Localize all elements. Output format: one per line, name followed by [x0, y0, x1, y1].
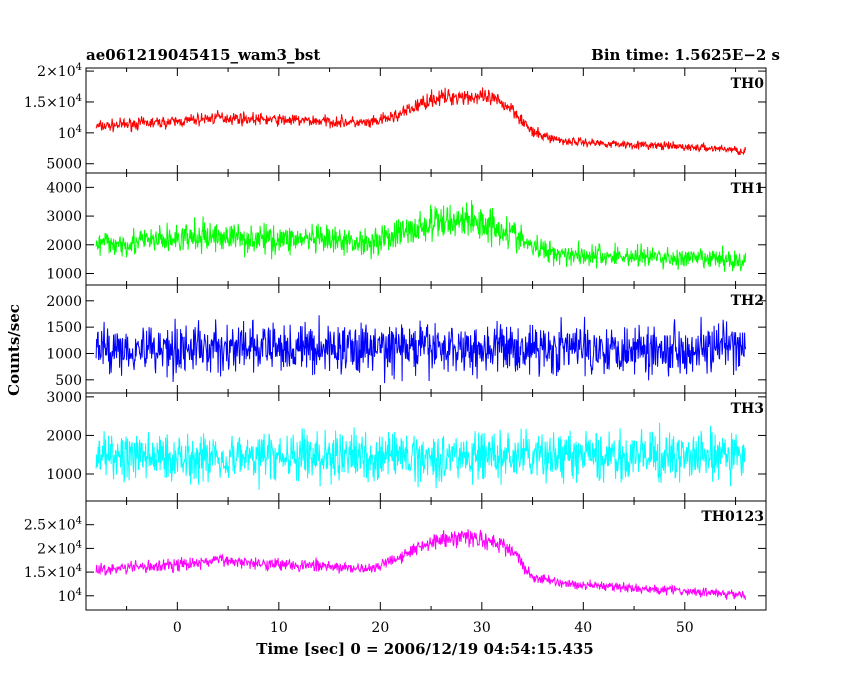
x-tick-label: 50	[676, 620, 694, 636]
y-tick-label: 2×104	[37, 62, 82, 80]
panel-th0123: 104 1.5×104 2×104 2.5×104 TH0123 0 10 20 30 40 50	[24, 500, 767, 636]
panel-label-th0: TH0	[731, 76, 765, 92]
y-tick-label: 1000	[46, 346, 82, 362]
panel-label-th2: TH2	[731, 293, 764, 309]
x-tick-label: 40	[574, 620, 592, 636]
x-tick-label: 10	[270, 620, 288, 636]
panel-label-th0123: TH0123	[701, 509, 764, 525]
x-axis-label: Time [sec] 0 = 2006/12/19 04:54:15.435	[256, 640, 593, 658]
series-th1	[95, 200, 747, 272]
y-tick-label: 2000	[46, 428, 82, 444]
y-tick-label: 104	[58, 587, 82, 605]
panel-th3: 1000 2000 3000 TH3	[46, 390, 767, 502]
series-th2	[95, 315, 747, 384]
y-tick-label: 2×104	[37, 539, 82, 557]
panel-label-th3: TH3	[731, 401, 764, 417]
y-tick-label: 1000	[46, 467, 82, 483]
y-tick-label: 1.5×104	[24, 563, 82, 581]
y-tick-label: 1000	[46, 267, 82, 283]
series-th0123	[95, 529, 747, 600]
y-tick-label: 1.5×104	[24, 93, 82, 111]
series-th0	[95, 87, 747, 156]
y-tick-label: 2000	[46, 238, 82, 254]
x-tick-label: 0	[173, 620, 182, 636]
y-tick-label: 2000	[46, 294, 82, 310]
panel-th2: 500 1000 1500 2000 TH2	[46, 284, 767, 394]
panel-label-th1: TH1	[731, 181, 764, 197]
x-tick-label: 30	[473, 620, 491, 636]
x-tick-label: 20	[371, 620, 389, 636]
y-tick-label: 5000	[46, 157, 82, 173]
panel-frame	[85, 500, 767, 611]
y-axis-label: Counts/sec	[5, 304, 23, 396]
y-tick-label: 1500	[46, 320, 82, 336]
y-tick-label: 2.5×104	[24, 516, 82, 534]
y-tick-label: 104	[58, 124, 82, 142]
bin-time-label: Bin time: 1.5625E−2 s	[591, 46, 780, 64]
panel-th0: 5000 104 1.5×104 2×104 TH0	[24, 62, 767, 174]
panel-th1: 1000 2000 3000 4000 TH1	[46, 172, 767, 286]
y-tick-label: 3000	[46, 209, 82, 225]
y-tick-label: 3000	[46, 390, 82, 406]
series-th3	[95, 422, 746, 490]
y-tick-label: 500	[55, 373, 82, 389]
y-tick-label: 4000	[46, 180, 82, 196]
chart-title: ae061219045415_wam3_bst	[86, 46, 320, 64]
